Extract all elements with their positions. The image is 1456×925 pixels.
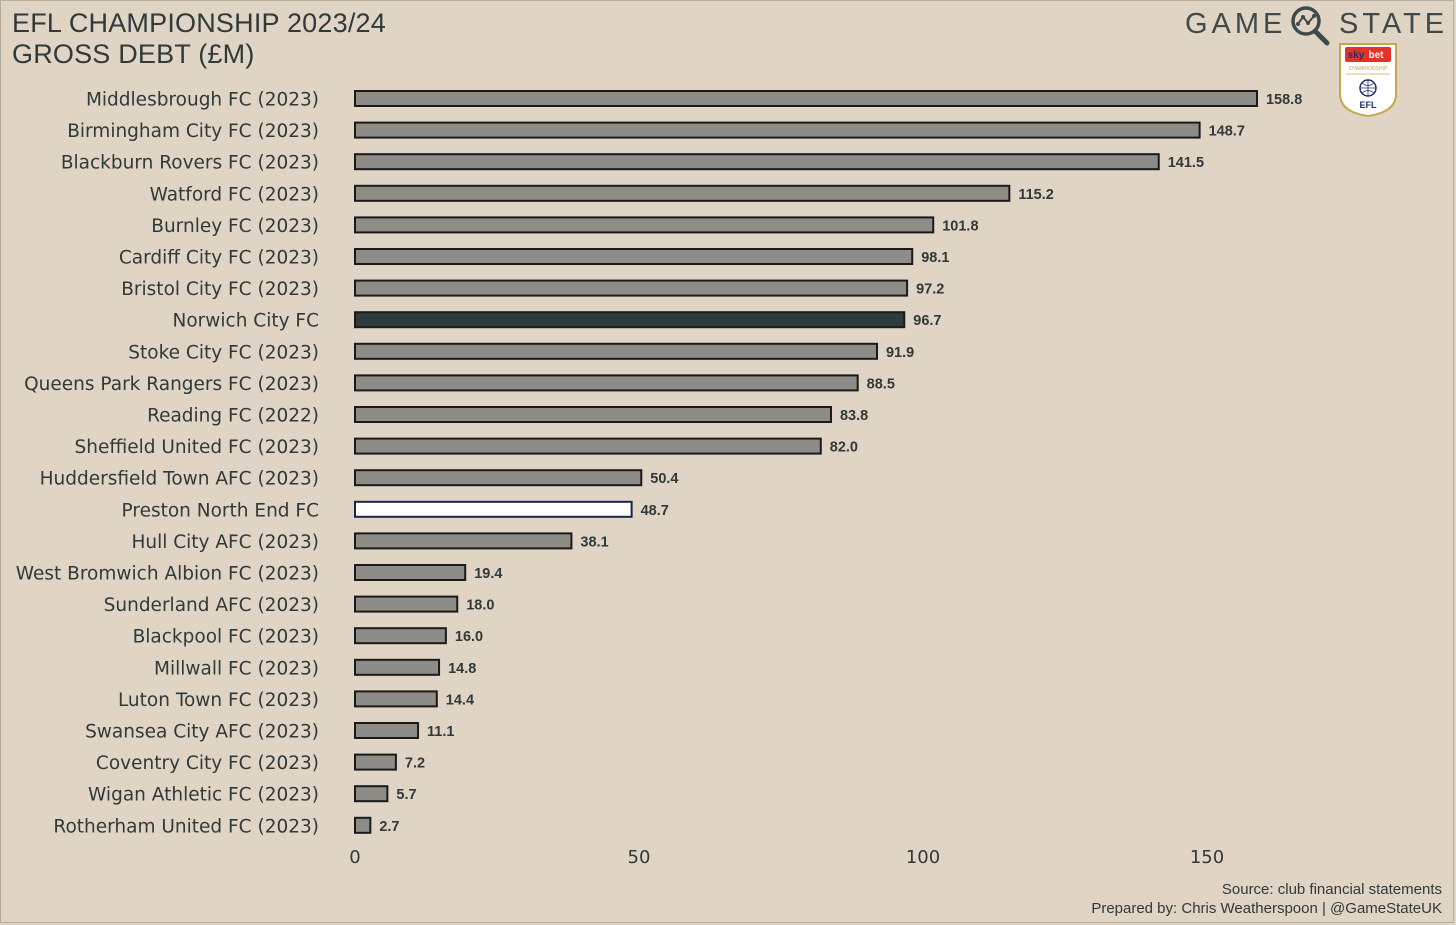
bar-hull-city-afc-2023 bbox=[354, 532, 573, 550]
category-label-swansea-city-afc-2023: Swansea City AFC (2023) bbox=[85, 722, 319, 743]
bar-huddersfield-town-afc-2023 bbox=[354, 469, 643, 487]
badge-efl-text: EFL bbox=[1360, 100, 1378, 110]
bar-west-bromwich-albion-fc-2023 bbox=[354, 564, 467, 581]
magnifier-icon bbox=[1291, 6, 1330, 46]
chart-title: EFL CHAMPIONSHIP 2023/24 GROSS DEBT (£M) bbox=[12, 8, 386, 70]
title-line-2: GROSS DEBT (£M) bbox=[12, 39, 255, 69]
value-label-luton-town-fc-2023: 14.4 bbox=[446, 692, 474, 708]
title-line-1: EFL CHAMPIONSHIP 2023/24 bbox=[12, 8, 386, 38]
category-label-norwich-city-fc: Norwich City FC bbox=[172, 311, 319, 332]
bar-watford-fc-2023 bbox=[354, 184, 1011, 202]
bar-blackpool-fc-2023 bbox=[354, 627, 447, 645]
badge-bet-text: bet bbox=[1369, 50, 1385, 61]
category-label-luton-town-fc-2023: Luton Town FC (2023) bbox=[118, 690, 319, 711]
bar-rotherham-united-fc-2023 bbox=[354, 816, 372, 834]
bar-birmingham-city-fc-2023 bbox=[354, 121, 1201, 139]
game-state-logo: GAME STATE bbox=[1183, 4, 1444, 48]
category-label-blackpool-fc-2023: Blackpool FC (2023) bbox=[133, 627, 319, 648]
value-label-blackpool-fc-2023: 16.0 bbox=[455, 629, 483, 645]
bar-blackburn-rovers-fc-2023 bbox=[354, 153, 1160, 171]
bar-reading-fc-2022 bbox=[354, 406, 832, 423]
category-label-stoke-city-fc-2023: Stoke City FC (2023) bbox=[128, 342, 319, 363]
category-label-wigan-athletic-fc-2023: Wigan Athletic FC (2023) bbox=[88, 785, 319, 806]
bar-cardiff-city-fc-2023 bbox=[354, 248, 914, 265]
category-label-coventry-city-fc-2023: Coventry City FC (2023) bbox=[96, 753, 319, 774]
category-label-cardiff-city-fc-2023: Cardiff City FC (2023) bbox=[119, 248, 319, 269]
value-label-middlesbrough-fc-2023: 158.8 bbox=[1266, 92, 1302, 108]
bar-sunderland-afc-2023 bbox=[354, 595, 459, 613]
value-label-stoke-city-fc-2023: 91.9 bbox=[886, 345, 914, 361]
value-label-norwich-city-fc: 96.7 bbox=[913, 313, 941, 329]
category-label-blackburn-rovers-fc-2023: Blackburn Rovers FC (2023) bbox=[61, 153, 319, 174]
value-label-watford-fc-2023: 115.2 bbox=[1018, 187, 1053, 203]
category-label-sheffield-united-fc-2023: Sheffield United FC (2023) bbox=[74, 437, 319, 458]
value-label-bristol-city-fc-2023: 97.2 bbox=[916, 282, 944, 298]
value-label-hull-city-afc-2023: 38.1 bbox=[580, 534, 608, 550]
bar-middlesbrough-fc-2023 bbox=[354, 90, 1258, 107]
x-tick-label-50: 50 bbox=[628, 847, 651, 868]
category-label-bristol-city-fc-2023: Bristol City FC (2023) bbox=[121, 279, 319, 300]
bars bbox=[354, 90, 1258, 834]
value-label-burnley-fc-2023: 101.8 bbox=[942, 218, 978, 234]
value-label-reading-fc-2022: 83.8 bbox=[840, 408, 868, 424]
bar-coventry-city-fc-2023 bbox=[354, 753, 397, 771]
value-label-sheffield-united-fc-2023: 82.0 bbox=[830, 440, 858, 456]
bar-wigan-athletic-fc-2023 bbox=[354, 785, 389, 803]
category-label-sunderland-afc-2023: Sunderland AFC (2023) bbox=[104, 595, 319, 616]
category-label-millwall-fc-2023: Millwall FC (2023) bbox=[154, 658, 319, 679]
category-label-queens-park-rangers-fc-2023: Queens Park Rangers FC (2023) bbox=[24, 374, 319, 395]
value-label-queens-park-rangers-fc-2023: 88.5 bbox=[867, 376, 895, 392]
value-label-coventry-city-fc-2023: 7.2 bbox=[405, 756, 425, 772]
bar-sheffield-united-fc-2023 bbox=[354, 437, 822, 455]
category-label-huddersfield-town-afc-2023: Huddersfield Town AFC (2023) bbox=[40, 469, 319, 490]
x-axis-ticks: 0 50 100 150 bbox=[349, 847, 1224, 868]
value-label-cardiff-city-fc-2023: 98.1 bbox=[921, 250, 949, 266]
badge-championship-text: CHAMPIONSHIP bbox=[1349, 66, 1388, 72]
brand-word-game: GAME bbox=[1185, 8, 1287, 40]
footer: Source: club financial statements Prepar… bbox=[1091, 880, 1442, 918]
category-label-burnley-fc-2023: Burnley FC (2023) bbox=[151, 216, 319, 237]
value-label-wigan-athletic-fc-2023: 5.7 bbox=[396, 787, 416, 803]
category-label-hull-city-afc-2023: Hull City AFC (2023) bbox=[131, 532, 319, 553]
credit-note: Prepared by: Chris Weatherspoon | @GameS… bbox=[1091, 900, 1442, 917]
x-tick-label-0: 0 bbox=[349, 847, 360, 868]
value-label-millwall-fc-2023: 14.8 bbox=[448, 661, 476, 677]
value-label-blackburn-rovers-fc-2023: 141.5 bbox=[1168, 155, 1204, 171]
category-label-preston-north-end-fc: Preston North End FC bbox=[122, 500, 319, 521]
bar-norwich-city-fc bbox=[354, 311, 906, 329]
bar-queens-park-rangers-fc-2023 bbox=[354, 374, 859, 392]
bar-luton-town-fc-2023 bbox=[354, 690, 438, 708]
x-tick-label-150: 150 bbox=[1190, 847, 1224, 868]
value-label-sunderland-afc-2023: 18.0 bbox=[466, 598, 494, 614]
category-label-birmingham-city-fc-2023: Birmingham City FC (2023) bbox=[67, 121, 319, 142]
bar-bristol-city-fc-2023 bbox=[354, 279, 909, 297]
x-tick-label-100: 100 bbox=[906, 847, 940, 868]
source-note: Source: club financial statements bbox=[1221, 881, 1442, 898]
value-label-swansea-city-afc-2023: 11.1 bbox=[427, 724, 454, 740]
badge-sky-text: sky bbox=[1348, 50, 1365, 61]
bar-stoke-city-fc-2023 bbox=[354, 342, 878, 360]
sky-bet-championship-badge: sky bet CHAMPIONSHIP EFL bbox=[1339, 43, 1397, 118]
value-label-west-bromwich-albion-fc-2023: 19.4 bbox=[474, 566, 502, 582]
bar-chart: Middlesbrough FC (2023) Birmingham City F… bbox=[16, 90, 1302, 869]
value-label-huddersfield-town-afc-2023: 50.4 bbox=[650, 471, 678, 487]
category-label-middlesbrough-fc-2023: Middlesbrough FC (2023) bbox=[86, 90, 319, 111]
bar-preston-north-end-fc bbox=[354, 500, 633, 518]
category-label-watford-fc-2023: Watford FC (2023) bbox=[150, 184, 319, 205]
value-labels: 158.8 148.7 141.5 115.2 101.8 98.1 97.2 96.7 91.… bbox=[379, 92, 1302, 835]
bar-millwall-fc-2023 bbox=[354, 658, 441, 676]
category-label-rotherham-united-fc-2023: Rotherham United FC (2023) bbox=[53, 816, 319, 837]
bar-burnley-fc-2023 bbox=[354, 216, 935, 234]
value-label-rotherham-united-fc-2023: 2.7 bbox=[379, 819, 399, 835]
value-label-preston-north-end-fc: 48.7 bbox=[641, 503, 669, 519]
category-labels: Middlesbrough FC (2023) Birmingham City F… bbox=[16, 90, 319, 838]
bar-swansea-city-afc-2023 bbox=[354, 722, 420, 739]
category-label-west-bromwich-albion-fc-2023: West Bromwich Albion FC (2023) bbox=[16, 564, 319, 585]
brand-word-state: STATE bbox=[1339, 8, 1449, 40]
value-label-birmingham-city-fc-2023: 148.7 bbox=[1209, 124, 1245, 140]
category-label-reading-fc-2022: Reading FC (2022) bbox=[147, 406, 319, 427]
